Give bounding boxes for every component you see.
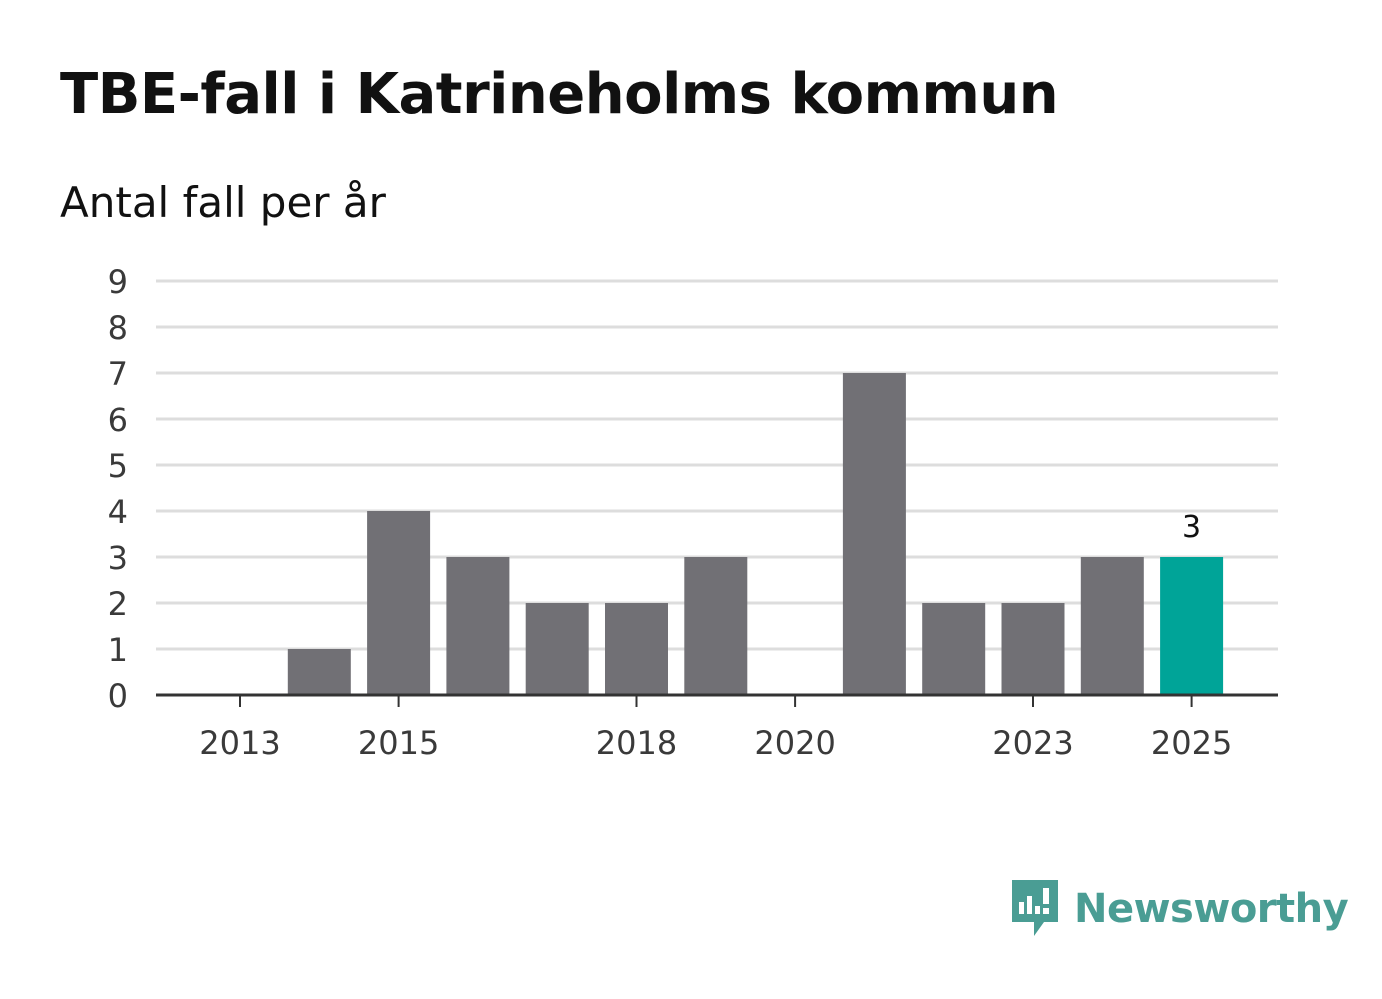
data-label: 3 — [1182, 510, 1201, 545]
x-tick-label: 2015 — [358, 724, 439, 762]
bar-2017 — [525, 603, 589, 695]
newsworthy-logo-icon — [1012, 880, 1058, 936]
bar-2025 — [1160, 557, 1224, 695]
y-tick-label: 2 — [108, 585, 128, 623]
y-tick-label: 7 — [108, 355, 128, 393]
brand: Newsworthy — [1010, 878, 1349, 940]
y-tick-label: 4 — [108, 493, 128, 531]
bar-2021 — [842, 373, 906, 695]
x-tick-label: 2018 — [596, 724, 677, 762]
bar-2022 — [922, 603, 986, 695]
bars — [287, 373, 1224, 695]
chart-title: TBE-fall i Katrineholms kommun — [60, 62, 1059, 127]
x-tick-label: 2023 — [992, 724, 1073, 762]
x-tick-label: 2025 — [1151, 724, 1232, 762]
brand-name: Newsworthy — [1074, 886, 1349, 932]
x-tick-label: 2013 — [199, 724, 280, 762]
y-tick-label: 9 — [108, 263, 128, 301]
bar-2019 — [684, 557, 748, 695]
x-axis — [156, 693, 1278, 707]
y-tick-label: 5 — [108, 447, 128, 485]
y-tick-label: 0 — [108, 677, 128, 715]
y-tick-label: 3 — [108, 539, 128, 577]
bar-2018 — [605, 603, 668, 695]
bar-2014 — [287, 649, 351, 695]
chart-subtitle: Antal fall per år — [60, 178, 386, 227]
x-tick-label: 2020 — [754, 724, 835, 762]
bar-2023 — [1001, 603, 1065, 695]
bar-2016 — [446, 557, 510, 695]
bar-2015 — [367, 511, 431, 695]
y-tick-label: 6 — [108, 401, 128, 439]
bar-2024 — [1080, 557, 1144, 695]
labels: 0 1 2 3 4 5 6 7 8 9 2013 2015 2018 2020 2023 2025 3 — [108, 263, 1233, 762]
y-tick-label: 8 — [108, 309, 128, 347]
y-tick-label: 1 — [108, 631, 128, 669]
